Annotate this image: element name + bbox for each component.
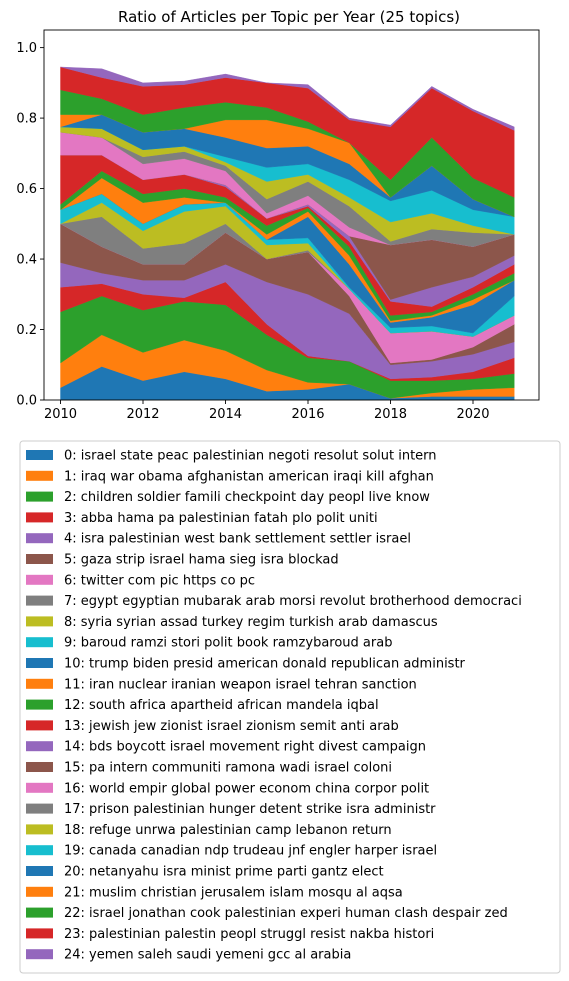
legend-label-19: 19: canada canadian ndp trudeau jnf engl…	[64, 844, 437, 859]
x-tick-label: 2016	[291, 407, 324, 422]
legend-swatch-24	[26, 949, 53, 960]
legend-label-0: 0: israel state peac palestinian negoti …	[64, 449, 437, 464]
y-tick-label: 0.6	[16, 182, 37, 197]
legend-swatch-11	[26, 678, 53, 689]
x-tick-label: 2010	[44, 407, 77, 422]
legend-swatch-23	[26, 928, 53, 939]
chart-title: Ratio of Articles per Topic per Year (25…	[118, 8, 460, 26]
legend-swatch-2	[26, 491, 53, 502]
legend-label-4: 4: isra palestinian west bank settlement…	[64, 532, 411, 547]
legend-swatch-12	[26, 699, 53, 710]
legend-swatch-15	[26, 762, 53, 772]
y-tick-label: 1.0	[16, 41, 37, 56]
legend-swatch-22	[26, 907, 53, 918]
legend-label-21: 21: muslim christian jerusalem islam mos…	[64, 885, 403, 900]
legend-swatch-10	[26, 658, 53, 668]
y-axis: 0.0 0.2 0.4 0.6 0.8 1.0	[16, 41, 44, 409]
legend-swatch-13	[26, 720, 53, 731]
y-tick-label: 0.2	[16, 323, 37, 338]
legend-label-18: 18: refuge unrwa palestinian camp lebano…	[64, 823, 392, 838]
legend-label-3: 3: abba hama pa palestinian fatah plo po…	[64, 511, 378, 526]
legend-swatch-16	[26, 782, 53, 793]
legend-swatch-4	[26, 533, 53, 544]
legend-swatch-14	[26, 741, 53, 752]
legend-swatch-3	[26, 512, 53, 523]
legend-label-8: 8: syria syrian assad turkey regim turki…	[64, 615, 438, 630]
y-tick-label: 0.8	[16, 112, 37, 127]
legend-label-12: 12: south africa apartheid african mande…	[64, 698, 379, 713]
x-tick-label: 2020	[456, 407, 489, 422]
legend-swatch-17	[26, 803, 53, 814]
legend-label-13: 13: jewish jew zionist israel zionism se…	[64, 719, 399, 734]
plot-frame	[43, 29, 540, 401]
legend-swatch-19	[26, 845, 53, 856]
legend-label-23: 23: palestinian palestin peopl struggl r…	[64, 927, 434, 942]
legend-swatch-7	[26, 595, 53, 606]
legend-swatch-6	[26, 574, 53, 585]
x-tick-label: 2012	[126, 407, 159, 422]
legend-label-7: 7: egypt egyptian mubarak arab morsi rev…	[64, 594, 522, 609]
legend-swatch-18	[26, 824, 53, 835]
legend-label-1: 1: iraq war obama afghanistan american i…	[64, 469, 434, 484]
x-axis: 2010 2012 2014 2016 2018 2020	[44, 400, 490, 422]
stacked-areas	[59, 66, 515, 401]
legend-swatch-0	[26, 450, 53, 460]
y-tick-label: 0.0	[16, 394, 37, 409]
legend-label-9: 9: baroud ramzi stori polit book ramzyba…	[64, 636, 392, 651]
legend-swatch-21	[26, 886, 53, 897]
legend-swatch-20	[26, 866, 53, 876]
legend-label-14: 14: bds boycott israel movement right di…	[64, 740, 426, 755]
legend-swatch-5	[26, 554, 53, 564]
legend-label-5: 5: gaza strip israel hama sieg isra bloc…	[64, 553, 339, 568]
legend-label-24: 24: yemen saleh saudi yemeni gcc al arab…	[64, 948, 351, 963]
legend-label-22: 22: israel jonathan cook palestinian exp…	[64, 906, 508, 921]
legend-swatch-8	[26, 616, 53, 627]
x-tick-label: 2018	[374, 407, 407, 422]
legend-swatch-9	[26, 637, 53, 648]
legend-label-15: 15: pa intern communiti ramona wadi isra…	[64, 761, 392, 776]
legend-label-16: 16: world empir global power econom chin…	[64, 781, 429, 796]
legend-label-11: 11: iran nuclear iranian weapon israel t…	[64, 677, 417, 692]
legend: 0: israel state peac palestinian negoti …	[19, 440, 561, 974]
legend-frame	[19, 440, 561, 974]
legend-label-10: 10: trump biden presid american donald r…	[64, 657, 466, 672]
y-tick-label: 0.4	[16, 253, 37, 268]
legend-label-6: 6: twitter com pic https co pc	[64, 573, 255, 588]
legend-swatch-1	[26, 470, 53, 481]
x-tick-label: 2014	[209, 407, 242, 422]
legend-label-2: 2: children soldier famili checkpoint da…	[64, 490, 430, 505]
area-series-24	[60, 66, 515, 131]
legend-label-17: 17: prison palestinian hunger detent str…	[64, 802, 436, 817]
legend-label-20: 20: netanyahu isra minist prime parti ga…	[64, 865, 384, 880]
